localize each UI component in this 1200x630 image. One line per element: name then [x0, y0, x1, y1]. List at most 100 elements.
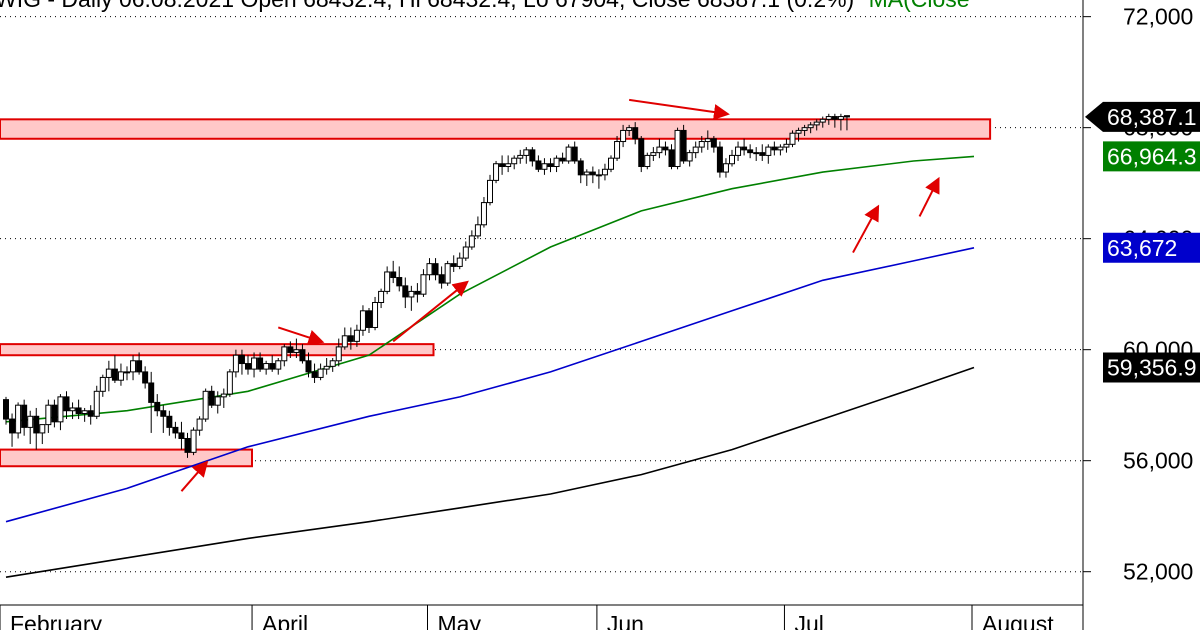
candle-body: [39, 424, 46, 434]
y-tick-label: 56,000: [1123, 448, 1193, 474]
candle-body: [335, 346, 342, 362]
candle-body: [529, 149, 536, 162]
price-zone: [0, 343, 435, 357]
candle-body: [299, 349, 306, 362]
candle-body: [710, 138, 717, 148]
candle-body: [729, 154, 735, 165]
candle-body: [517, 154, 524, 159]
candle-body: [287, 346, 294, 353]
candle-body: [269, 363, 276, 370]
candle-body: [293, 349, 300, 353]
candle-body: [238, 354, 245, 365]
candle-body: [632, 127, 639, 140]
annotation-arrows: [180, 98, 940, 492]
candle-body: [196, 418, 203, 431]
candle-body: [511, 157, 518, 165]
candle-body: [589, 171, 596, 176]
candle-body: [9, 418, 16, 434]
candle-body: [523, 149, 530, 156]
candle-body: [220, 393, 227, 398]
candle-body: [214, 396, 221, 406]
candle-body: [178, 432, 185, 439]
candle-body: [692, 146, 699, 154]
annotation-arrow: [277, 326, 325, 346]
candle-body: [704, 138, 711, 143]
candle-body: [202, 390, 209, 420]
candle-body: [825, 116, 832, 120]
y-tick-label: 52,000: [1123, 559, 1193, 585]
candle-body: [420, 274, 427, 295]
candle-body: [33, 415, 40, 434]
candle-body: [396, 277, 403, 287]
candle-body: [136, 360, 143, 373]
candle-body: [747, 149, 754, 154]
candle-body: [390, 271, 397, 279]
price-tag-box: [1103, 352, 1200, 383]
candle-body: [819, 118, 826, 123]
candle-body: [565, 146, 572, 162]
candle-body: [45, 404, 52, 426]
annotation-arrow: [852, 204, 880, 254]
price-zone: [0, 118, 992, 140]
candle-body: [698, 141, 705, 148]
candle-body: [644, 154, 651, 168]
candle-body: [27, 415, 34, 428]
candle-body: [843, 115, 850, 118]
candle-body: [275, 360, 282, 370]
candle-body: [595, 174, 602, 177]
candle-body: [3, 399, 9, 420]
candle-body: [87, 410, 94, 417]
candle-body: [190, 429, 197, 453]
candle-body: [257, 357, 264, 370]
candle-body: [317, 368, 324, 378]
candle-body: [63, 396, 70, 412]
candle-body: [656, 146, 663, 154]
month-label: August: [982, 611, 1054, 630]
candle-body: [432, 263, 439, 276]
annotation-arrow: [180, 460, 209, 492]
y-tick-label: 72,000: [1123, 4, 1193, 30]
candle-body: [359, 310, 366, 331]
candle-body: [777, 146, 784, 151]
month-label: Jul: [794, 611, 823, 630]
annotation-arrow: [392, 280, 469, 343]
candle-body: [414, 290, 421, 295]
chart-title: WIG - Daily 06.08.2021 Open 68432.4, Hi …: [0, 0, 970, 12]
candle-body: [172, 426, 179, 434]
candle-body: [450, 263, 457, 267]
candle-body: [124, 371, 130, 374]
candle-body: [541, 163, 548, 170]
candle-body: [577, 160, 584, 176]
candlesticks: [3, 113, 850, 458]
candle-body: [105, 368, 112, 378]
candle-body: [535, 160, 542, 170]
candle-body: [722, 163, 729, 173]
candle-body: [547, 163, 554, 168]
candle-body: [366, 310, 372, 328]
candle-body: [499, 163, 506, 168]
candle-body: [668, 149, 675, 168]
month-label: Jun: [607, 611, 644, 630]
candle-body: [341, 335, 348, 348]
month-label: May: [438, 611, 482, 630]
price-tag-box: [1103, 141, 1200, 172]
candle-body: [753, 152, 760, 155]
candle-body: [474, 224, 481, 237]
candle-body: [680, 129, 687, 162]
candle-body: [154, 401, 161, 412]
price-tags: 68,387.1 66,964.3 63,672 59,356.9: [1085, 101, 1200, 383]
candle-body: [384, 271, 391, 292]
candle-body: [813, 121, 820, 126]
title-ma-label: MA(Close: [869, 0, 970, 12]
candle-body: [69, 407, 76, 412]
candle-body: [505, 163, 512, 168]
candle-body: [166, 415, 173, 428]
candle-body: [263, 363, 270, 370]
price-tag-label: 63,672: [1107, 235, 1177, 261]
candle-body: [347, 335, 354, 342]
candle-body: [15, 404, 22, 434]
candle-body: [571, 146, 578, 162]
candle-body: [716, 146, 723, 173]
